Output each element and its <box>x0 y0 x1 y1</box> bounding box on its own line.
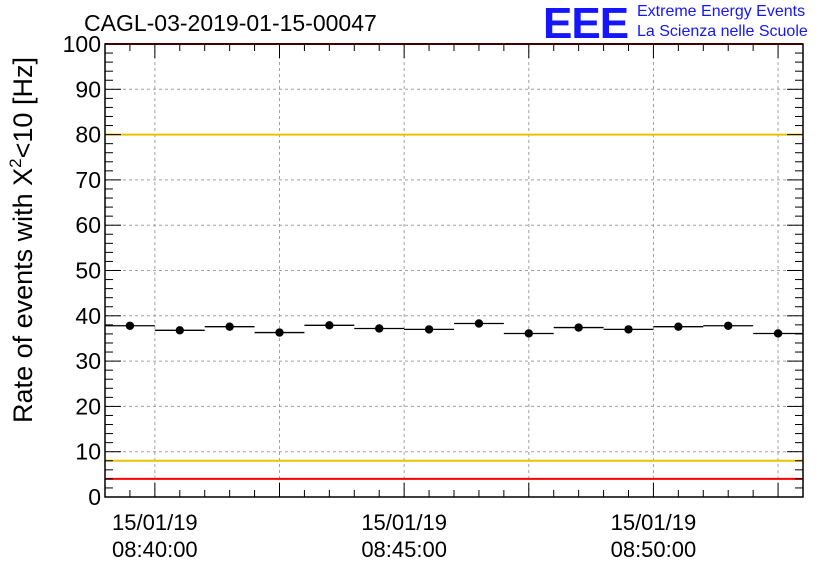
data-point <box>275 328 284 337</box>
axis-ticks <box>104 43 804 498</box>
y-tick-label: 10 <box>75 439 101 465</box>
x-tick-label-time: 08:45:00 <box>361 537 447 562</box>
logo-line-1: Extreme Energy Events <box>637 3 806 20</box>
y-tick-label: 80 <box>75 122 101 148</box>
x-tick-label-time: 08:40:00 <box>112 537 198 562</box>
y-tick-labels: 0 10 20 30 40 50 60 70 80 90 100 <box>63 31 101 510</box>
x-tick-labels: 15/01/1908:40:0015/01/1908:45:0015/01/19… <box>112 510 696 562</box>
y-tick-label: 90 <box>75 76 101 102</box>
reference-lines <box>105 43 803 480</box>
y-tick-label: 70 <box>75 167 101 193</box>
y-label-rest: <10 [Hz] <box>8 57 38 158</box>
y-tick-label: 60 <box>75 212 101 238</box>
data-point <box>724 321 733 330</box>
y-axis-label: Rate of events with X2<10 [Hz] <box>6 57 38 423</box>
eee-logo: EEE <box>543 0 629 48</box>
data-point <box>225 322 234 331</box>
x-tick-label-date: 15/01/19 <box>361 510 447 535</box>
data-point <box>325 321 334 330</box>
data-point <box>674 322 683 331</box>
data-points <box>105 319 803 338</box>
logo-caption: Extreme Energy Events La Scienza nelle S… <box>637 2 808 42</box>
y-label-main: Rate of events with X <box>8 168 38 423</box>
x-tick-label-time: 08:50:00 <box>611 537 697 562</box>
y-tick-label: 30 <box>75 348 101 374</box>
y-label-superscript: 2 <box>6 158 25 167</box>
y-tick-label: 50 <box>75 258 101 284</box>
y-tick-label: 20 <box>75 393 101 419</box>
data-point <box>175 326 184 335</box>
data-point <box>773 329 783 338</box>
data-point <box>424 325 434 334</box>
data-point <box>624 325 633 334</box>
logo-line-2: La Scienza nelle Scuole <box>637 23 808 40</box>
x-tick-label-date: 15/01/19 <box>611 510 697 535</box>
y-tick-label: 0 <box>88 484 101 510</box>
x-tick-label-date: 15/01/19 <box>112 510 198 535</box>
y-tick-label: 40 <box>75 303 101 329</box>
plot-title: CAGL-03-2019-01-15-00047 <box>84 10 377 36</box>
data-point <box>125 321 135 330</box>
grid-lines <box>105 44 803 497</box>
data-point <box>474 319 484 328</box>
data-point <box>524 329 533 338</box>
data-point <box>375 324 384 333</box>
data-point <box>574 323 583 332</box>
y-tick-label: 100 <box>63 31 101 57</box>
